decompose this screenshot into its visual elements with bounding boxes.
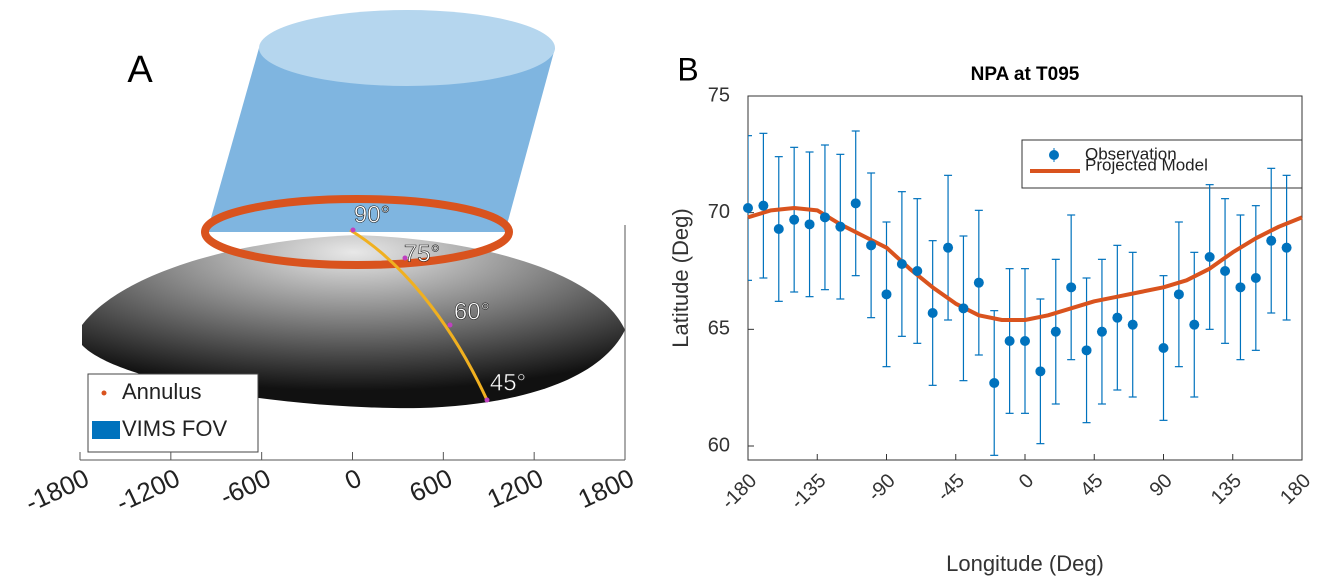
latitude-dot: [350, 227, 356, 233]
observation-point: [866, 240, 877, 251]
observation-point: [743, 203, 753, 213]
x-tick-label: -1800: [20, 462, 93, 517]
observation-point: [912, 266, 923, 276]
observation-point: [1096, 326, 1107, 337]
observation-point: [881, 289, 892, 300]
observation-point: [1004, 336, 1015, 346]
observation-point: [973, 277, 984, 288]
annulus-ring: [201, 195, 513, 269]
observation-point: [1112, 312, 1123, 323]
y-tick-label: 75: [708, 84, 730, 106]
legend-label: VIMS FOV: [122, 416, 227, 441]
observation-point: [1020, 336, 1030, 346]
observation-point: [1266, 235, 1277, 246]
x-tick-label: -135: [787, 470, 831, 514]
observation-point: [1189, 319, 1200, 330]
x-tick-label: -90: [864, 470, 900, 506]
dome: [82, 235, 625, 409]
x-tick-label: -180: [717, 470, 761, 514]
x-tick-label: 0: [1015, 470, 1038, 493]
latitude-label: 75°: [404, 240, 440, 267]
observation-point: [958, 303, 969, 314]
x-tick-label: 1800: [573, 462, 638, 514]
x-tick-label: 90: [1145, 470, 1176, 501]
y-tick-label: 70: [708, 201, 730, 223]
observation-point: [1081, 345, 1092, 356]
x-tick-label: 180: [1276, 470, 1315, 509]
observation-point: [989, 378, 1000, 388]
latitude-label: 60°: [454, 298, 490, 325]
legend-label: Projected Model: [1085, 155, 1208, 174]
legend-marker: [92, 421, 120, 439]
y-axis-label: Latitude (Deg): [668, 208, 693, 347]
latitude-label: 45°: [490, 369, 526, 396]
x-tick-label: 600: [405, 462, 457, 508]
observation-point: [789, 214, 800, 225]
x-tick-label: -600: [215, 462, 275, 511]
observation-point: [1035, 366, 1046, 377]
observation-point: [1066, 282, 1077, 293]
legend-marker: [101, 390, 107, 396]
observation-point: [804, 219, 815, 230]
x-axis-label: Longitude (Deg): [946, 551, 1104, 576]
legend-label: Annulus: [122, 379, 202, 404]
y-tick-label: 65: [708, 318, 730, 340]
legend-box: [1021, 139, 1303, 189]
legend-label: Observation: [1085, 144, 1177, 163]
x-tick-label: 1200: [483, 462, 548, 514]
observation-point: [850, 198, 861, 209]
legend-marker: [1049, 150, 1059, 160]
x-tick-label: 135: [1207, 470, 1246, 509]
observation-point: [896, 259, 907, 269]
x-tick-label: -1200: [111, 462, 184, 517]
latitude-dot: [402, 255, 408, 261]
observation-point: [835, 221, 846, 232]
latitude-dot: [484, 397, 490, 403]
latitude-dot: [447, 322, 453, 328]
observation-point: [927, 308, 938, 318]
error-bar: [748, 135, 752, 281]
x-tick-label: 45: [1076, 470, 1107, 501]
observation-point: [1173, 289, 1184, 300]
observation-point: [1281, 242, 1292, 253]
observation-point: [1158, 343, 1169, 353]
x-tick-label: 0: [340, 462, 366, 495]
observation-point: [1127, 319, 1138, 330]
fov-cylinder: [207, 48, 555, 232]
chart-title: NPA at T095: [971, 64, 1080, 85]
observation-point: [1204, 252, 1215, 262]
observation-point: [943, 242, 954, 253]
x-tick-label: -45: [933, 470, 969, 506]
panel-label: B: [677, 51, 698, 87]
observation-point: [1050, 326, 1061, 337]
y-tick-label: 60: [708, 434, 730, 456]
observation-point: [1250, 273, 1261, 283]
panel-label: A: [127, 49, 153, 91]
observation-point: [819, 212, 830, 223]
observation-point: [773, 224, 784, 234]
observation-point: [1235, 282, 1246, 293]
meridian: [349, 228, 489, 401]
fov-top: [259, 10, 555, 86]
observation-point: [758, 200, 769, 211]
observation-point: [1220, 266, 1231, 276]
latitude-label: 90°: [354, 201, 390, 228]
